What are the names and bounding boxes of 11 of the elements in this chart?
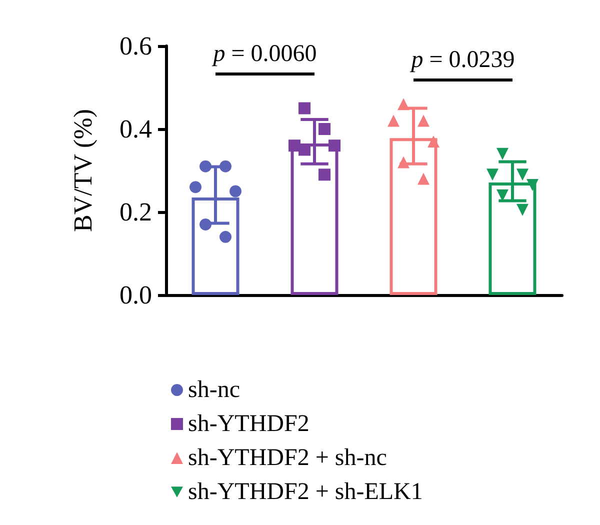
legend-label: sh-nc <box>188 377 240 403</box>
y-axis-title: BV/TV (%) <box>68 108 98 232</box>
y-tick-label: 0.0 <box>120 280 152 310</box>
y-tick-label: 0.2 <box>120 198 152 226</box>
annotation: p = 0.0239 <box>409 47 515 73</box>
annotation: p = 0.0060 <box>211 41 317 67</box>
legend-label: sh-YTHDF2 + sh-nc <box>188 445 387 471</box>
y-tick-label: 0.4 <box>120 114 152 144</box>
legend-label: sh-YTHDF2 <box>188 411 310 437</box>
y-tick-label: 0.6 <box>120 32 152 60</box>
legend-label: sh-YTHDF2 + sh-ELK1 <box>188 479 423 505</box>
